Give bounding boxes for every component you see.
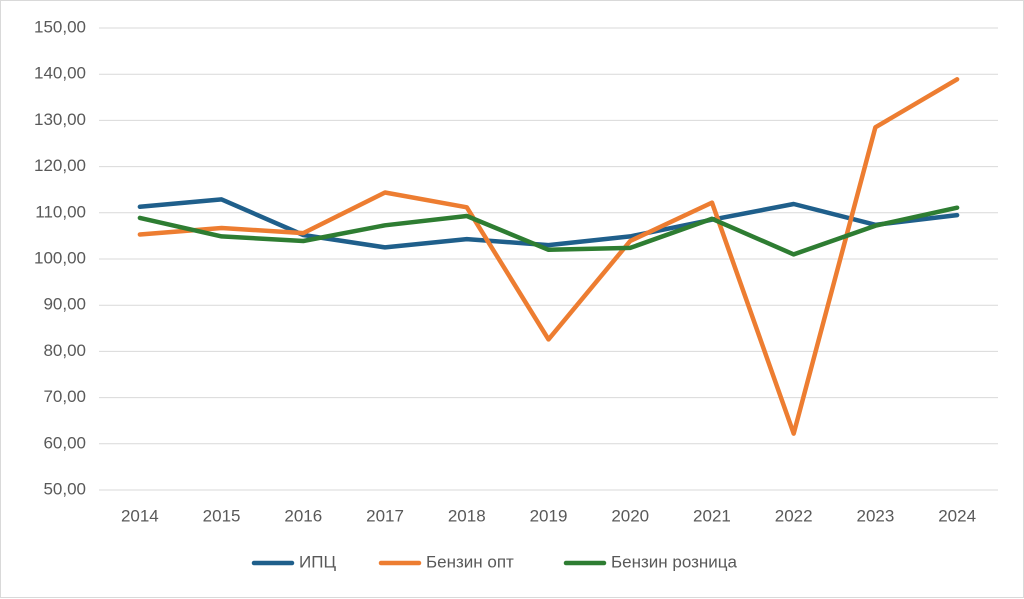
series-lines [137, 77, 960, 436]
legend-label: ИПЦ [299, 552, 336, 571]
y-tick-label: 100,00 [34, 248, 86, 267]
y-axis-ticks: 50,00 60,00 70,00 80,00 90,00 100,00 110,00 120… [34, 17, 86, 498]
y-tick-label: 70,00 [43, 387, 86, 406]
x-tick-label: 2017 [366, 506, 404, 525]
y-tick-label: 120,00 [34, 156, 86, 175]
legend-item[interactable]: Бензин опт [378, 552, 514, 571]
x-tick-label: 2014 [121, 506, 159, 525]
legend-label: Бензин розница [611, 552, 738, 571]
y-tick-label: 50,00 [43, 479, 86, 498]
x-tick-label: 2018 [448, 506, 486, 525]
x-tick-label: 2022 [775, 506, 813, 525]
x-tick-label: 2015 [203, 506, 241, 525]
series-line [137, 77, 960, 436]
legend-item[interactable]: ИПЦ [251, 552, 336, 571]
x-tick-label: 2021 [693, 506, 731, 525]
legend[interactable]: ИПЦ Бензин опт Бензин розница [251, 552, 738, 571]
x-tick-label: 2019 [530, 506, 568, 525]
x-tick-label: 2024 [938, 506, 976, 525]
legend-item[interactable]: Бензин розница [563, 552, 738, 571]
x-tick-label: 2023 [856, 506, 894, 525]
y-tick-label: 80,00 [43, 341, 86, 360]
series-line [137, 205, 960, 257]
y-tick-label: 60,00 [43, 433, 86, 452]
y-tick-label: 90,00 [43, 295, 86, 314]
y-tick-label: 140,00 [34, 64, 86, 83]
y-tick-label: 110,00 [35, 202, 86, 221]
series-line [137, 197, 960, 250]
x-axis-ticks: 2014 2015 2016 2017 2018 2019 2020 2021 2022 2023… [121, 506, 976, 525]
y-tick-label: 130,00 [34, 110, 86, 129]
gridlines [99, 27, 998, 491]
y-tick-label: 150,00 [34, 17, 86, 36]
x-tick-label: 2020 [611, 506, 649, 525]
legend-label: Бензин опт [426, 552, 514, 571]
x-tick-label: 2016 [284, 506, 322, 525]
